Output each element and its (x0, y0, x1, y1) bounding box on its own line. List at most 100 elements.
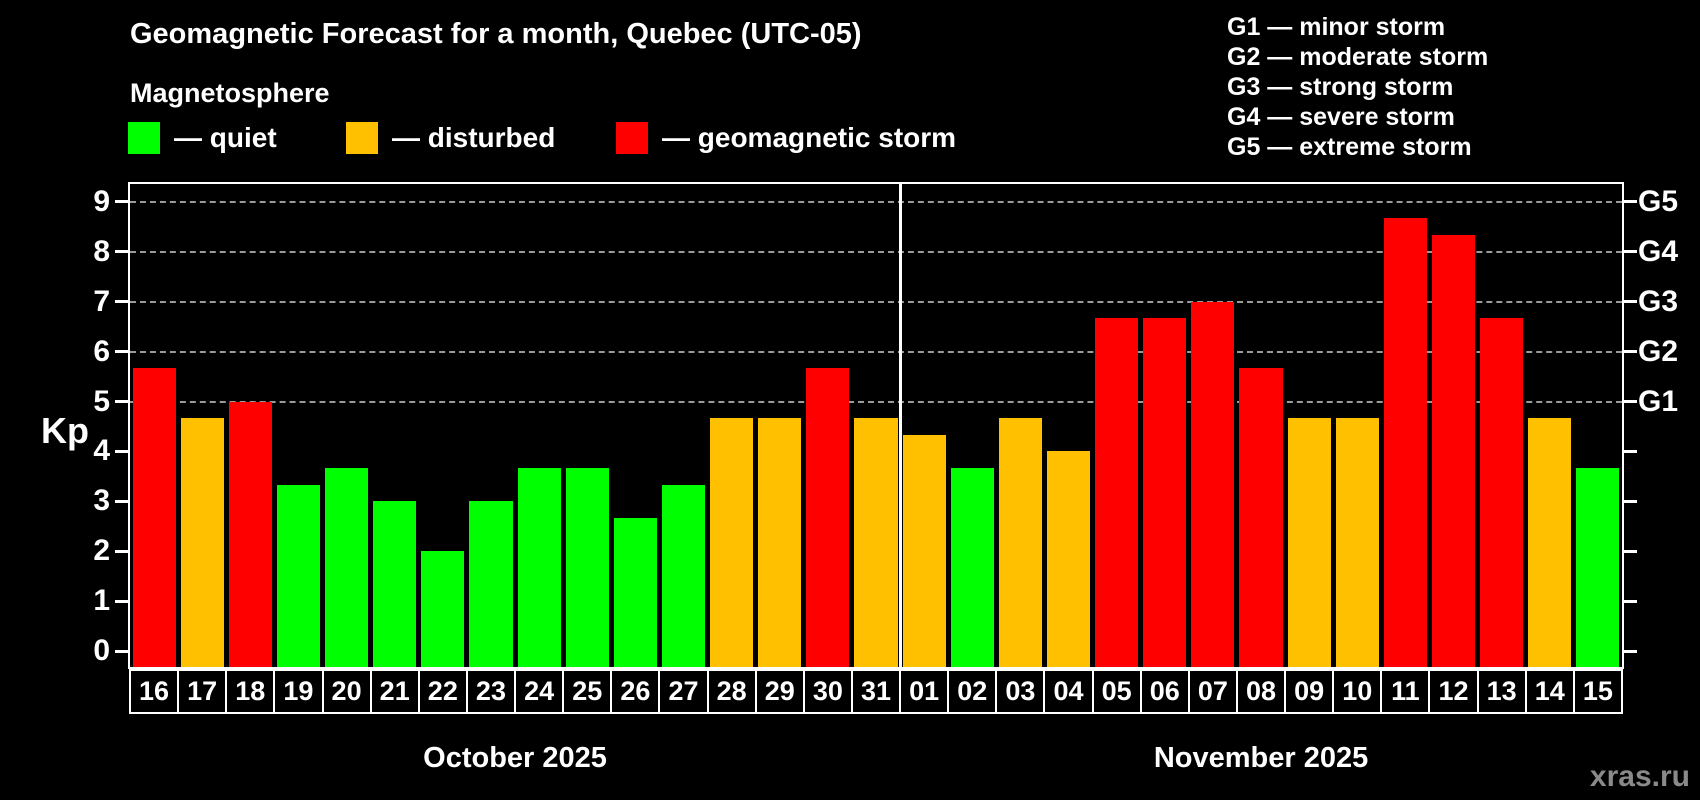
bar-november-01 (902, 434, 946, 667)
right-axis-label-g2: G2 (1638, 334, 1679, 368)
date-label-november-13: 13 (1476, 669, 1527, 714)
right-tick-6 (1624, 350, 1637, 354)
bar-october-26 (613, 517, 657, 667)
bar-november-02 (950, 467, 994, 667)
legend-label-disturbed: — disturbed (392, 122, 556, 153)
bar-november-15 (1576, 467, 1620, 667)
legend-label-quiet: — quiet (174, 122, 277, 153)
left-tick-3 (115, 499, 128, 503)
right-tick-0 (1624, 649, 1637, 653)
legend-item-storm: — geomagnetic storm (616, 122, 956, 154)
date-label-october-28: 28 (706, 669, 757, 714)
date-label-october-17: 17 (177, 669, 228, 714)
chart-title: Geomagnetic Forecast for a month, Quebec… (130, 18, 862, 50)
plot-area (128, 182, 1624, 669)
right-tick-1 (1624, 599, 1637, 603)
bar-october-25 (565, 467, 609, 667)
y-tick-label-0: 0 (93, 634, 110, 668)
date-label-november-10: 10 (1332, 669, 1383, 714)
chart-subtitle: Magnetosphere (130, 78, 330, 108)
y-tick-label-7: 7 (93, 284, 110, 318)
right-tick-8 (1624, 250, 1637, 254)
gridline-kp-5 (130, 400, 1622, 403)
left-tick-1 (115, 599, 128, 603)
date-label-november-14: 14 (1524, 669, 1575, 714)
date-label-october-26: 26 (610, 669, 661, 714)
bar-october-30 (806, 368, 850, 667)
month-label-october: October 2025 (423, 742, 607, 774)
date-label-november-15: 15 (1572, 669, 1623, 714)
gridline-kp-9 (130, 200, 1622, 203)
bar-october-24 (517, 467, 561, 667)
bar-october-31 (854, 418, 898, 667)
bar-october-20 (325, 467, 369, 667)
bar-november-10 (1335, 418, 1379, 667)
right-tick-9 (1624, 200, 1637, 204)
date-label-november-12: 12 (1428, 669, 1479, 714)
left-tick-0 (115, 649, 128, 653)
disturbed-color-swatch (346, 122, 378, 154)
g3-legend-line: G3 — strong storm (1227, 73, 1454, 101)
y-tick-label-8: 8 (93, 234, 110, 268)
date-label-october-19: 19 (273, 669, 324, 714)
date-label-november-01: 01 (899, 669, 950, 714)
left-tick-7 (115, 300, 128, 304)
legend-item-quiet: — quiet (128, 122, 277, 154)
bar-october-23 (469, 501, 513, 667)
bar-october-19 (276, 484, 320, 667)
date-label-november-07: 07 (1187, 669, 1238, 714)
date-label-october-24: 24 (514, 669, 565, 714)
date-label-november-02: 02 (947, 669, 998, 714)
date-label-november-11: 11 (1380, 669, 1431, 714)
date-label-october-27: 27 (658, 669, 709, 714)
g2-legend-line: G2 — moderate storm (1227, 43, 1489, 71)
bar-october-28 (710, 418, 754, 667)
bar-october-18 (228, 401, 272, 667)
g1-legend-line: G1 — minor storm (1227, 13, 1446, 41)
date-label-november-04: 04 (1043, 669, 1094, 714)
date-label-october-30: 30 (802, 669, 853, 714)
bar-november-04 (1046, 451, 1091, 667)
watermark: xras.ru (1589, 760, 1690, 793)
y-tick-label-9: 9 (93, 184, 110, 218)
bar-november-03 (998, 418, 1042, 667)
bar-october-29 (758, 418, 802, 667)
y-tick-label-1: 1 (93, 584, 110, 618)
date-label-november-08: 08 (1235, 669, 1287, 714)
y-axis-label: Kp (41, 410, 89, 451)
bar-october-17 (180, 418, 224, 667)
bar-november-07 (1191, 301, 1235, 667)
right-axis-label-g1: G1 (1638, 384, 1679, 418)
date-label-november-09: 09 (1284, 669, 1335, 714)
bar-october-22 (421, 551, 465, 667)
date-label-october-16: 16 (129, 669, 180, 714)
legend-label-storm: — geomagnetic storm (662, 122, 957, 153)
bar-november-08 (1239, 368, 1283, 667)
right-tick-3 (1624, 499, 1637, 503)
right-axis-label-g3: G3 (1638, 284, 1679, 318)
left-tick-4 (115, 449, 128, 453)
date-label-october-22: 22 (417, 669, 468, 714)
date-label-october-25: 25 (562, 669, 613, 714)
legend-item-disturbed: — disturbed (346, 122, 555, 154)
month-label-november: November 2025 (1153, 742, 1369, 774)
date-label-october-23: 23 (465, 669, 517, 714)
date-label-november-05: 05 (1091, 669, 1142, 714)
right-axis-label-g4: G4 (1638, 234, 1679, 268)
left-tick-6 (115, 350, 128, 354)
date-label-october-21: 21 (369, 669, 420, 714)
left-tick-2 (115, 549, 128, 553)
right-axis-label-g5: G5 (1638, 184, 1679, 218)
date-label-october-18: 18 (225, 669, 276, 714)
bar-october-27 (661, 484, 706, 667)
right-tick-2 (1624, 549, 1637, 553)
bar-november-13 (1480, 318, 1524, 667)
y-tick-label-3: 3 (93, 484, 110, 518)
gridline-kp-7 (130, 300, 1622, 303)
date-label-october-20: 20 (321, 669, 372, 714)
bar-november-11 (1383, 218, 1427, 667)
bar-november-12 (1431, 235, 1476, 667)
bar-october-21 (373, 501, 417, 667)
y-tick-label-6: 6 (93, 334, 110, 368)
left-tick-9 (115, 200, 128, 204)
